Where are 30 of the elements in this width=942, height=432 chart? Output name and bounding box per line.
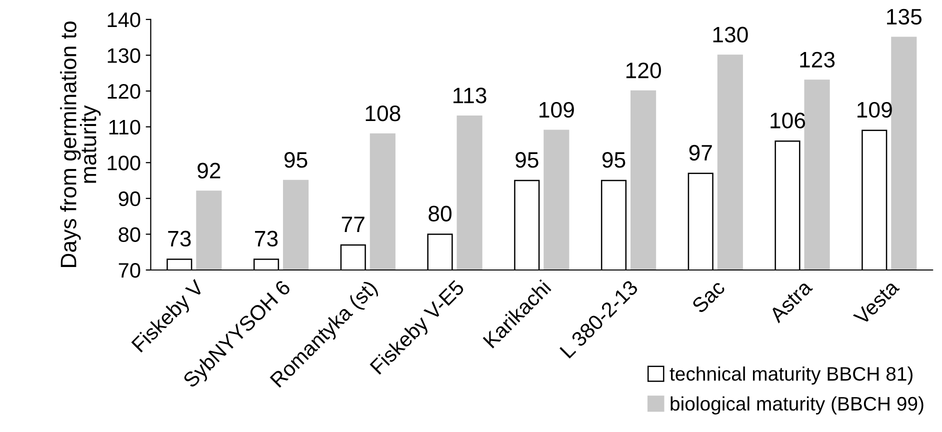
y-tick-label: 140 — [108, 12, 140, 28]
data-label: 123 — [800, 52, 835, 68]
data-label: 120 — [626, 62, 661, 78]
data-label: 92 — [198, 162, 220, 179]
y-tick-label: 110 — [109, 120, 140, 135]
data-label: 97 — [689, 144, 712, 161]
y-axis-title: Days from germination to maturity — [60, 22, 101, 268]
data-label: 109 — [540, 102, 574, 118]
y-tick-label: 100 — [108, 156, 140, 170]
data-label: 95 — [516, 152, 538, 168]
y-tick-label: 90 — [118, 191, 140, 206]
data-label: 80 — [428, 206, 452, 222]
data-label: 113 — [454, 88, 486, 104]
y-tick-label: 130 — [108, 48, 140, 63]
legend-label: technical maturity BBCH 81) — [670, 366, 912, 385]
data-label: 130 — [713, 26, 748, 43]
data-label: 73 — [168, 230, 191, 247]
data-label: 77 — [342, 216, 364, 232]
data-label: 106 — [770, 112, 806, 128]
y-tick-label: 120 — [108, 84, 140, 99]
data-label: 135 — [887, 8, 922, 25]
x-tick-label: Sac — [691, 279, 726, 314]
data-label: 109 — [858, 102, 892, 118]
data-label: 95 — [284, 152, 308, 168]
data-label: 95 — [602, 152, 626, 168]
legend-label: biological maturity (BBCH 99) — [670, 396, 924, 414]
data-label: 108 — [366, 106, 400, 122]
y-tick-label: 70 — [118, 263, 140, 278]
data-label: 73 — [255, 230, 278, 247]
y-tick-label: 80 — [118, 227, 140, 242]
